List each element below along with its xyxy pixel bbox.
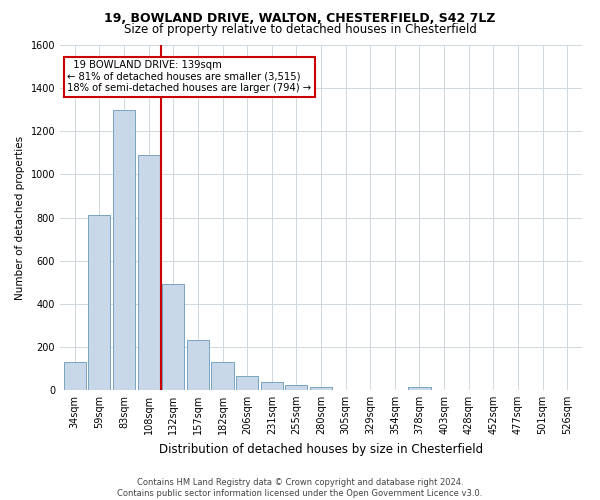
Bar — [64, 362, 86, 390]
Bar — [187, 340, 209, 390]
Text: 19, BOWLAND DRIVE, WALTON, CHESTERFIELD, S42 7LZ: 19, BOWLAND DRIVE, WALTON, CHESTERFIELD,… — [104, 12, 496, 26]
Bar — [211, 362, 233, 390]
Text: 19 BOWLAND DRIVE: 139sqm
← 81% of detached houses are smaller (3,515)
18% of sem: 19 BOWLAND DRIVE: 139sqm ← 81% of detach… — [67, 60, 311, 94]
Bar — [88, 216, 110, 390]
Bar — [285, 386, 307, 390]
Text: Contains HM Land Registry data © Crown copyright and database right 2024.
Contai: Contains HM Land Registry data © Crown c… — [118, 478, 482, 498]
Bar — [113, 110, 135, 390]
Text: Size of property relative to detached houses in Chesterfield: Size of property relative to detached ho… — [124, 22, 476, 36]
X-axis label: Distribution of detached houses by size in Chesterfield: Distribution of detached houses by size … — [159, 442, 483, 456]
Bar — [236, 376, 258, 390]
Bar — [162, 284, 184, 390]
Bar — [310, 388, 332, 390]
Bar — [409, 388, 431, 390]
Bar — [137, 155, 160, 390]
Y-axis label: Number of detached properties: Number of detached properties — [15, 136, 25, 300]
Bar — [260, 382, 283, 390]
